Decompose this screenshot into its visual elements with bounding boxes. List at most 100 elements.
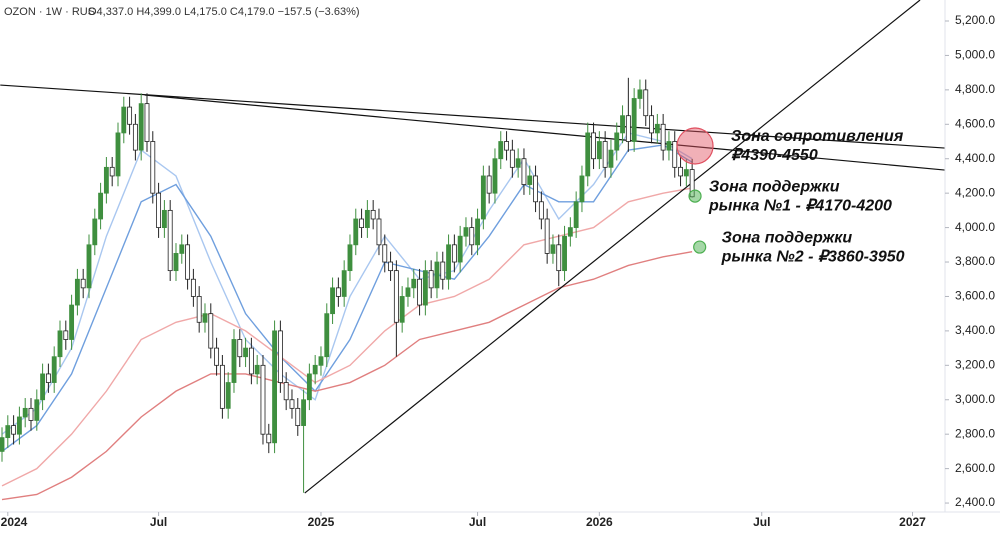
candle-body — [190, 278, 196, 297]
candle-body — [422, 270, 428, 306]
candle-body — [80, 278, 86, 289]
candle-body — [451, 244, 457, 263]
y-tick-label: 4,800.0 — [955, 82, 995, 96]
candle-body — [614, 132, 620, 151]
candle-body — [179, 244, 185, 254]
zone-label: рынка №1 - ₽4170-4200 — [708, 197, 892, 214]
candle-body — [214, 347, 220, 366]
y-tick-label: 4,400.0 — [955, 151, 995, 165]
zone-marker — [693, 240, 707, 254]
candle-body — [138, 103, 144, 151]
candle-body — [69, 304, 75, 340]
y-tick-label: 3,800.0 — [955, 254, 995, 268]
candle-body — [173, 253, 179, 272]
candle-body — [86, 244, 92, 289]
candle-body — [202, 313, 208, 323]
candle-body — [556, 244, 562, 272]
candle-body — [475, 218, 480, 246]
zone-label: Зона сопротивления — [731, 128, 904, 145]
candle-body — [579, 175, 585, 203]
candle-body — [74, 278, 80, 306]
candle-body — [156, 192, 162, 228]
candle-body — [283, 382, 289, 401]
y-tick-label: 4,600.0 — [955, 116, 995, 130]
y-tick-label: 2,600.0 — [955, 461, 995, 475]
candle-body — [248, 347, 254, 375]
candle-body — [0, 437, 5, 452]
candle-body — [318, 356, 324, 366]
candle-body — [388, 261, 393, 272]
candle-body — [330, 287, 336, 315]
candle-body — [654, 123, 660, 134]
trendline — [144, 94, 945, 171]
candle-body — [504, 141, 509, 151]
candle-body — [335, 287, 341, 297]
candle-body — [103, 166, 109, 194]
candle-body — [660, 123, 666, 151]
candle-body — [306, 373, 312, 401]
candle-body — [521, 158, 527, 185]
y-tick-label: 3,200.0 — [955, 357, 995, 371]
candle-body — [469, 227, 475, 246]
candle-body — [538, 201, 544, 220]
candle-body — [666, 141, 672, 151]
candle-body — [57, 330, 63, 358]
candle-body — [480, 175, 486, 220]
candle-body — [498, 141, 504, 160]
chart-subtitle: O4,337.0 H4,399.0 L4,175.0 C4,179.0 −157… — [88, 6, 360, 18]
y-tick-label: 2,400.0 — [955, 495, 995, 509]
candle-body — [45, 373, 51, 383]
candle-body — [440, 261, 446, 280]
y-tick-label: 5,000.0 — [955, 48, 995, 62]
candle-body — [51, 356, 57, 383]
candle-body — [486, 175, 492, 194]
candle-body — [219, 364, 225, 409]
candle-body — [608, 149, 614, 168]
candle-body — [399, 296, 405, 323]
candle-body — [446, 244, 451, 280]
x-tick-label: 2024 — [1, 515, 28, 529]
candle-body — [544, 218, 550, 254]
candle-body — [225, 382, 231, 409]
plot-area — [0, 0, 945, 501]
candle-body — [185, 244, 191, 280]
candle-body — [678, 166, 683, 177]
candle-body — [393, 270, 399, 323]
candle-body — [277, 330, 283, 383]
candle-body — [301, 399, 307, 426]
candle-body — [683, 169, 689, 177]
candle-body — [649, 115, 654, 134]
candle-body — [63, 330, 69, 340]
candle-body — [40, 373, 46, 401]
zone-label: ₽4390-4550 — [731, 147, 818, 164]
x-tick-label: Jul — [753, 515, 770, 529]
x-tick-label: Jul — [150, 515, 167, 529]
y-tick-label: 3,600.0 — [955, 289, 995, 303]
candle-body — [115, 132, 121, 177]
candle-body — [132, 123, 138, 151]
candle-body — [370, 209, 376, 220]
candle-body — [341, 270, 347, 297]
candle-body — [602, 141, 608, 168]
candle-body — [625, 115, 631, 142]
candle-body — [596, 141, 602, 160]
candle-body — [272, 330, 278, 444]
y-tick-label: 2,800.0 — [955, 426, 995, 440]
candle-body — [550, 244, 556, 254]
candle-body — [237, 339, 243, 358]
candle-body — [672, 141, 678, 168]
candle-body — [457, 235, 463, 263]
candle-body — [643, 89, 649, 117]
zone-marker — [688, 189, 702, 203]
candle-body — [98, 192, 104, 220]
candle-body — [243, 347, 249, 358]
zone-label: Зона поддержки — [709, 178, 840, 195]
candle-body — [359, 218, 364, 228]
candle-body — [428, 270, 434, 289]
candle-body — [144, 103, 150, 142]
candle-body — [121, 106, 127, 134]
candle-body — [127, 106, 133, 125]
candle-body — [161, 209, 167, 228]
candle-body — [492, 158, 498, 194]
